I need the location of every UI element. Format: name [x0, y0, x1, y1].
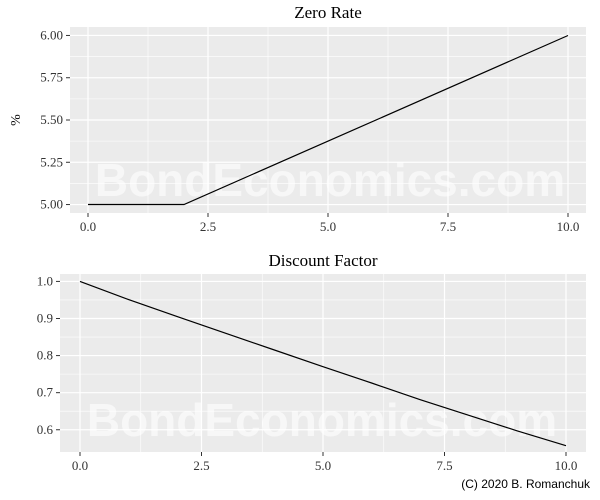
zero-rate-y-tick-label: 5.50 [40, 112, 63, 127]
zero-rate-series-group [88, 34, 569, 206]
zero-rate-major-grid [70, 27, 586, 213]
zero-rate-title: Zero Rate [294, 3, 362, 22]
zero-rate-x-tick-label: 10.0 [557, 219, 580, 234]
discount-factor-chart: Discount Factor BondEconomics.com 0.0 2.5… [37, 251, 586, 473]
zero-rate-chart: Zero Rate % BondEconomics.com 0.0 2.5 5.0 7… [9, 3, 586, 234]
discount-factor-y-tick-label: 0.9 [37, 311, 53, 326]
discount-factor-x-tick-label: 10.0 [555, 458, 578, 473]
discount-factor-y-tick-label: 0.6 [37, 422, 54, 437]
zero-rate-y-tick-label: 6.00 [40, 27, 63, 42]
discount-factor-series-group [79, 280, 567, 447]
copyright-notice: (C) 2020 B. Romanchuk [461, 477, 591, 491]
zero-rate-x-ticks: 0.0 2.5 5.0 7.5 10.0 [80, 213, 580, 234]
discount-factor-y-tick-label: 0.7 [37, 385, 54, 400]
zero-rate-y-axis-label: % [9, 114, 24, 126]
zero-rate-x-tick-label: 0.0 [80, 219, 96, 234]
discount-factor-y-tick-label: 1.0 [37, 273, 53, 288]
zero-rate-y-tick-label: 5.25 [40, 154, 63, 169]
discount-factor-major-grid [60, 274, 586, 452]
discount-factor-x-tick-label: 0.0 [72, 458, 88, 473]
zero-rate-y-tick-label: 5.75 [40, 70, 63, 85]
zero-rate-x-tick-label: 2.5 [200, 219, 216, 234]
discount-factor-y-tick-label: 0.8 [37, 348, 53, 363]
zero-rate-y-ticks: 5.00 5.25 5.50 5.75 6.00 [40, 27, 70, 212]
discount-factor-x-ticks: 0.0 2.5 5.0 7.5 10.0 [72, 452, 578, 473]
discount-factor-y-ticks: 0.6 0.7 0.8 0.9 1.0 [37, 273, 60, 437]
zero-rate-y-tick-label: 5.00 [40, 197, 63, 212]
discount-factor-x-tick-label: 2.5 [193, 458, 209, 473]
watermark: BondEconomics.com [95, 154, 565, 206]
zero-rate-x-tick-label: 5.0 [320, 219, 336, 234]
discount-factor-x-tick-label: 7.5 [436, 458, 452, 473]
zero-rate-series-line [88, 34, 569, 206]
discount-factor-x-tick-label: 5.0 [315, 458, 331, 473]
watermark: BondEconomics.com [87, 394, 557, 446]
zero-rate-x-tick-label: 7.5 [440, 219, 456, 234]
discount-factor-title: Discount Factor [268, 251, 377, 270]
discount-factor-series-line [79, 280, 567, 447]
